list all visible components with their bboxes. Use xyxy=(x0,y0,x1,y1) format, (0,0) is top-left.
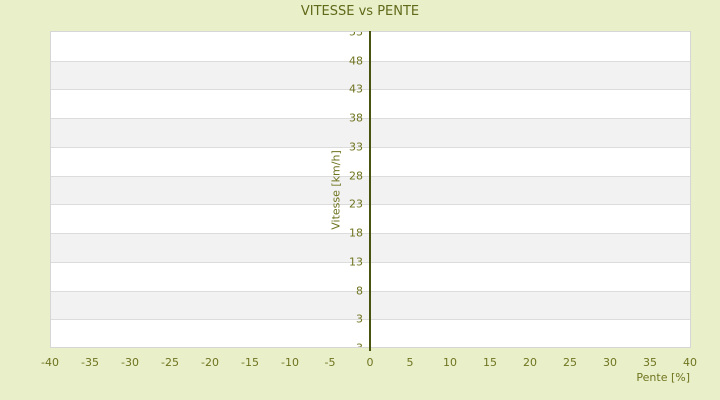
x-axis-tick-label: -30 xyxy=(121,356,139,369)
y-axis-tick-label: 3 xyxy=(356,312,363,326)
y-axis-tick-label: 8 xyxy=(356,284,363,298)
y-axis-tick-label: 43 xyxy=(349,82,363,96)
x-axis-tick-label: 20 xyxy=(523,356,537,369)
x-axis-title: Pente [%] xyxy=(636,371,690,384)
x-axis-tick-label: 0 xyxy=(366,356,374,369)
y-axis-tick-label: 48 xyxy=(349,54,363,68)
x-axis-tick-label: -5 xyxy=(324,356,336,369)
x-axis-tick-label: 10 xyxy=(443,356,457,369)
x-axis-tick-label: -35 xyxy=(81,356,99,369)
x-axis-tick-label: 30 xyxy=(603,356,617,369)
x-axis-tick-label: -20 xyxy=(201,356,219,369)
x-axis-tick-label: -25 xyxy=(161,356,179,369)
y-axis-tick-label: 33 xyxy=(349,140,363,154)
chart-title: VITESSE vs PENTE xyxy=(300,4,420,19)
y-axis-title: Vitesse [km/h] xyxy=(329,150,343,230)
y-axis-tick-label: 3 xyxy=(356,341,363,348)
x-axis-tick-label: -40 xyxy=(41,356,59,369)
y-axis-tick-label: 53 xyxy=(349,31,363,39)
y-axis-tick-label: 38 xyxy=(349,111,363,125)
x-axis-tick-label: 40 xyxy=(683,356,697,369)
x-axis-tick-label: -10 xyxy=(281,356,299,369)
y-axis-zero-line xyxy=(369,31,371,351)
x-axis-tick-label: 25 xyxy=(563,356,577,369)
y-axis-tick-label: 28 xyxy=(349,169,363,183)
x-axis-tick-label: 35 xyxy=(643,356,657,369)
x-axis-tick-label: -15 xyxy=(241,356,259,369)
y-axis-tick-label: 18 xyxy=(349,226,363,240)
y-axis-tick-label: 23 xyxy=(349,197,363,211)
x-axis-tick-label: 15 xyxy=(483,356,497,369)
x-axis-tick-label: 5 xyxy=(406,356,414,369)
y-axis-tick-label: 13 xyxy=(349,255,363,269)
